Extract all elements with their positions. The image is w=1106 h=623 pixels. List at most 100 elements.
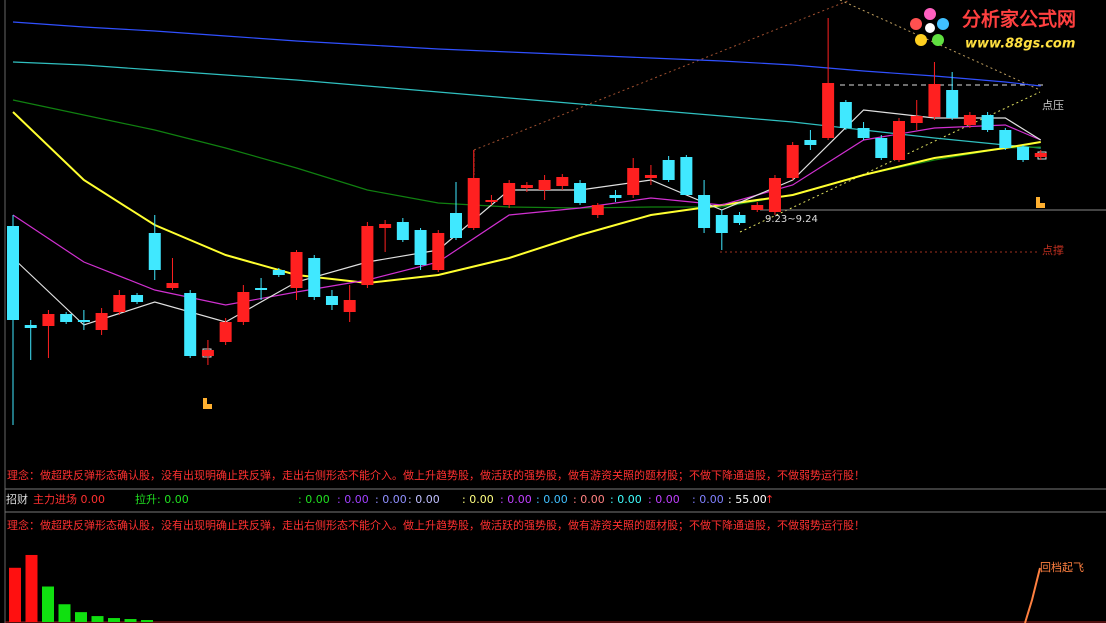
annotation: 点撑 — [1042, 243, 1064, 257]
candle-body — [644, 175, 657, 178]
logo-petal — [932, 34, 944, 46]
note: 理念：做超跌反弹形态确认股，没有出现明确止跌反弹，走出右侧形态不能介入。做上升趋… — [7, 468, 865, 482]
candle-body — [822, 83, 835, 138]
annotation: 点压 — [1042, 99, 1064, 112]
candle-body — [42, 314, 55, 326]
indicator-item: : 0.00 — [500, 493, 532, 506]
candle-body — [396, 222, 409, 240]
candle-body — [680, 157, 693, 195]
volume-bar — [141, 620, 153, 622]
indicator-item: ↑ — [765, 493, 774, 506]
candle-body — [485, 200, 498, 202]
candle-body — [715, 215, 728, 233]
indicator-item: : 0.00 — [337, 493, 369, 506]
indicator-item: : 0.00 — [375, 493, 407, 506]
candle-body — [184, 293, 197, 356]
hand-icon — [203, 398, 212, 409]
candle-body — [981, 115, 994, 130]
annotation: 9.23~9.24 — [765, 214, 818, 225]
candle-body — [609, 195, 622, 198]
annotation: 回档起飞 — [1040, 560, 1084, 574]
candle-body — [538, 180, 551, 190]
volume-bar — [108, 618, 120, 622]
candle-body — [148, 233, 161, 270]
candle-body — [875, 138, 888, 158]
indicator-item: : 0.00 — [573, 493, 605, 506]
candle-body — [627, 168, 640, 195]
ma-line — [12, 21, 1041, 87]
candle-body — [113, 295, 126, 312]
hand-icon — [1036, 197, 1045, 208]
ma-line — [12, 111, 1041, 285]
candle-body — [131, 295, 144, 302]
indicator-item: : 0.00 — [462, 493, 494, 506]
indicator-item: : 0.00 — [692, 493, 724, 506]
takeoff-line — [1024, 567, 1041, 623]
logo-url: www.88gs.com — [965, 37, 1075, 52]
logo-petal — [910, 18, 922, 30]
candle-body — [857, 128, 870, 138]
candle-body — [751, 205, 764, 210]
logo-name: 分析家公式网 — [962, 8, 1076, 31]
candle-body — [520, 185, 533, 188]
volume-bar — [25, 554, 38, 622]
candle-body — [237, 292, 250, 322]
candle-body — [201, 350, 214, 356]
candle-body — [893, 121, 905, 160]
indicator-item: : 55.00 — [728, 493, 767, 506]
volume-bar — [58, 604, 71, 622]
indicator-item: : 0.00 — [648, 493, 680, 506]
logo-petal — [924, 8, 936, 20]
note: 理念：做超跌反弹形态确认股，没有出现明确止跌反弹，走出右侧形态不能介入。做上升趋… — [7, 518, 865, 532]
volume-bar — [75, 612, 87, 622]
candle-body — [1034, 153, 1047, 157]
candle-body — [591, 205, 604, 215]
indicator-item: 拉升: 0.00 — [135, 492, 189, 506]
candle-body — [361, 226, 374, 285]
candle-body — [503, 183, 516, 205]
candle-body — [910, 116, 923, 123]
volume-bar — [42, 586, 54, 622]
candle-body — [379, 224, 392, 228]
candle-body — [999, 130, 1012, 148]
candle-body — [290, 252, 303, 288]
candle-body — [95, 313, 108, 330]
logo-center — [925, 23, 935, 33]
volume-bar — [124, 619, 137, 622]
candle-body — [839, 102, 852, 128]
candle-body — [272, 270, 285, 275]
candle-body — [786, 145, 799, 178]
candle-body — [432, 233, 445, 270]
candle-body — [467, 178, 480, 228]
candle-body — [308, 258, 321, 297]
candle-body — [1017, 147, 1030, 160]
indicator-item: : 0.00 — [298, 493, 330, 506]
logo-petal — [937, 18, 949, 30]
guides — [202, 0, 1106, 623]
candle-body — [556, 177, 569, 186]
logo-petal — [915, 34, 927, 46]
candle-body — [343, 300, 356, 312]
candle-body — [733, 215, 746, 223]
indicator-item: : 0.00 — [408, 493, 440, 506]
candle-body — [928, 84, 941, 117]
logo: 分析家公式网 www.88gs.com — [910, 8, 1076, 52]
candle-body — [946, 90, 959, 118]
candle-body — [768, 178, 781, 212]
indicator-item: 主力进场 0.00 — [33, 492, 105, 506]
indicator-name: 招财 — [6, 492, 28, 506]
indicator-item: : 0.00 — [610, 493, 642, 506]
candle-body — [7, 226, 19, 320]
candle-body — [60, 314, 73, 322]
indicator-item: : 0.00 — [536, 493, 568, 506]
candle-body — [574, 183, 587, 203]
candle-body — [255, 288, 268, 290]
candle-body — [414, 230, 427, 265]
volume-bar — [9, 567, 21, 622]
candle-body — [24, 325, 37, 328]
candle-body — [662, 160, 675, 180]
candle-body — [804, 140, 817, 145]
candle-body — [325, 296, 338, 305]
candle-body — [77, 320, 90, 322]
